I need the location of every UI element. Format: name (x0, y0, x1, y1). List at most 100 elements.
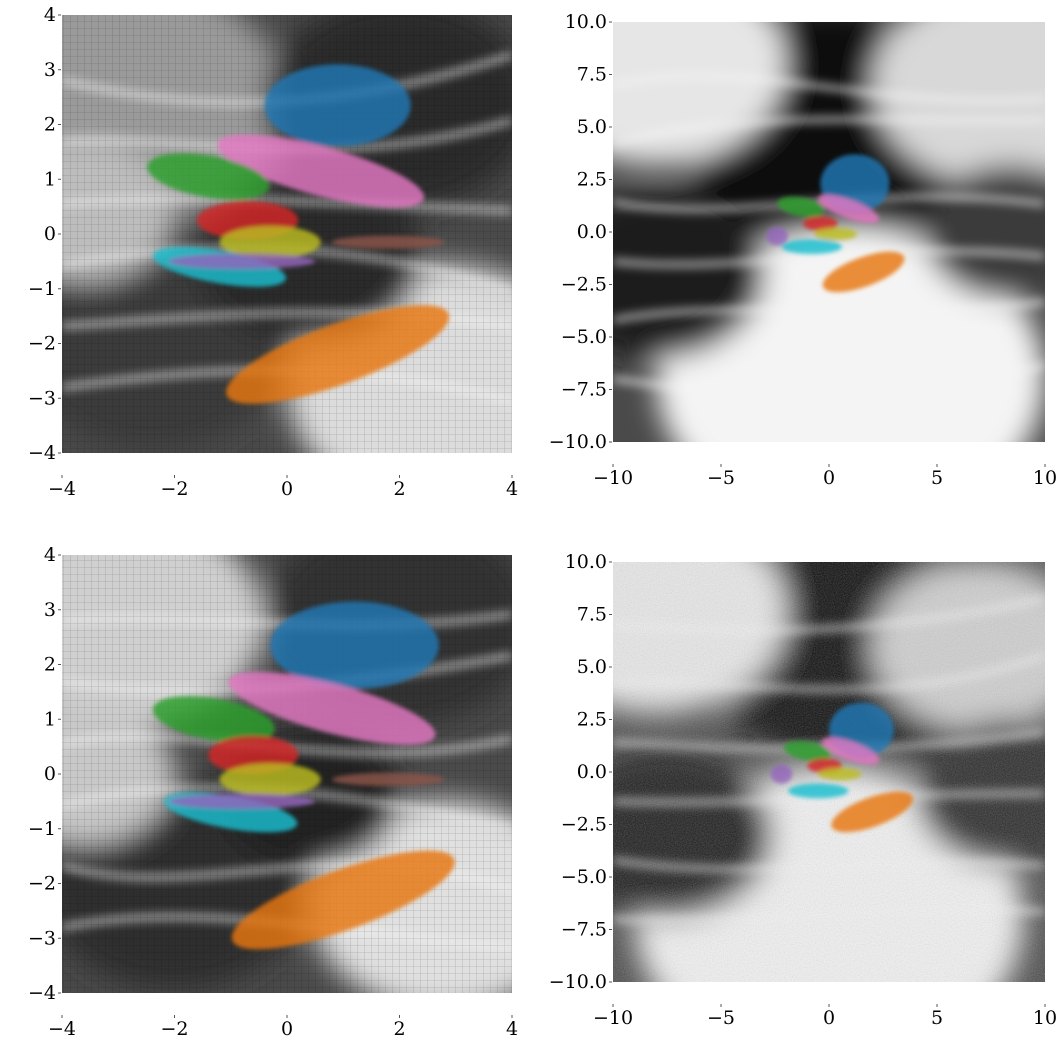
x-tick: −4 (48, 475, 76, 500)
y-tick-label: 0.0 (577, 761, 607, 783)
x-tick: −2 (160, 1015, 189, 1039)
panel-top-left: −4 −2 0 2 4 −4 −3 −2 −1 0 1 2 3 4 (28, 4, 518, 500)
cluster-layer (770, 702, 914, 833)
ridge-line-0 (613, 73, 1045, 104)
cluster-purple (766, 226, 788, 246)
y-tick-label: −7.5 (561, 919, 607, 941)
y-tick-label: −7.5 (561, 379, 607, 401)
plot-area (62, 555, 512, 993)
y-tick-label: 7.5 (577, 604, 607, 626)
panel-top-right: −10 −5 0 5 10 −10.0 −7.5 −5.0 −2.5 0.0 2.5 5.0 7.5 10… (549, 11, 1057, 489)
y-tick-label: 10.0 (565, 11, 607, 33)
x-tick-label: 0 (281, 1018, 293, 1039)
cluster-blue (270, 601, 439, 690)
y-tick: 2.5 (577, 709, 612, 731)
y-tick: −4 (28, 982, 61, 1004)
cluster-olive (818, 767, 862, 781)
y-tick: −10.0 (549, 431, 612, 453)
y-tick: −2.5 (561, 274, 612, 296)
y-tick: −2 (28, 333, 61, 355)
x-tick: 4 (506, 1015, 518, 1039)
cluster-layer (147, 64, 450, 404)
y-tick: 0.0 (577, 221, 612, 243)
x-tick: 0 (823, 1004, 835, 1029)
y-tick: 5.0 (577, 656, 612, 678)
cluster-cyan (781, 239, 842, 255)
y-tick: −1 (28, 818, 61, 840)
y-tick-label: 5.0 (577, 116, 607, 138)
x-tick-label: −5 (707, 1007, 735, 1029)
ridge-line-5 (613, 363, 1045, 397)
y-tick: −2 (28, 873, 61, 895)
x-tick: 10 (1033, 1004, 1057, 1029)
x-tick: 10 (1033, 464, 1057, 489)
y-tick: 10.0 (565, 11, 612, 33)
panel-bottom-right: −10 −5 0 5 10 −10.0 −7.5 −5.0 −2.5 0.0 2.5 5.0 7.5 10… (549, 551, 1057, 1029)
cluster-olive (813, 227, 858, 241)
x-tick-label: 4 (506, 478, 518, 500)
x-tick-label: 0 (281, 478, 293, 500)
y-tick: −2.5 (561, 814, 612, 836)
y-tick-label: 7.5 (577, 64, 607, 86)
cluster-pink (217, 134, 425, 208)
ridge-line-3 (613, 248, 1045, 268)
x-tick-label: −10 (593, 467, 633, 489)
y-tick-label: −10.0 (549, 971, 607, 993)
y-tick-label: −4 (28, 982, 56, 1004)
heatmap-cell-1 (613, 22, 786, 165)
cluster-pink (228, 671, 436, 745)
cluster-red (803, 216, 838, 231)
x-tick-label: 4 (506, 1018, 518, 1039)
y-tick: −10.0 (549, 971, 612, 993)
x-tick-label: −4 (48, 1018, 76, 1039)
y-tick-label: 3 (44, 59, 56, 81)
y-tick-label: 0 (44, 223, 56, 245)
y-tick-label: 2.5 (577, 169, 607, 191)
x-tick: −10 (593, 1004, 633, 1029)
cluster-purple (168, 253, 316, 270)
cluster-brown (332, 235, 445, 249)
x-tick-label: 5 (931, 467, 943, 489)
y-tick-label: −3 (28, 387, 56, 409)
y-tick: −3 (28, 927, 61, 949)
x-tick-label: −2 (160, 478, 188, 500)
x-tick: 0 (281, 475, 293, 500)
x-tick-label: 10 (1033, 1007, 1057, 1029)
x-tick: −10 (593, 464, 633, 489)
y-tick: 5.0 (577, 116, 612, 138)
y-tick-label: −1 (28, 818, 56, 840)
x-tick: −4 (48, 1015, 76, 1039)
x-tick: 2 (393, 475, 406, 500)
y-tick: 7.5 (577, 64, 612, 86)
cluster-green (777, 196, 825, 217)
x-tick-label: 2 (393, 478, 405, 500)
y-tick: 7.5 (577, 604, 612, 626)
x-tick: 4 (506, 475, 518, 500)
x-tick-label: 2 (393, 1018, 405, 1039)
y-tick-label: 0 (44, 763, 56, 785)
y-tick: 1 (44, 168, 61, 190)
y-tick-label: 2 (44, 114, 56, 136)
y-tick: 0.0 (577, 761, 612, 783)
y-tick-label: 4 (44, 4, 56, 26)
y-tick-label: −3 (28, 927, 56, 949)
y-tick-label: 0.0 (577, 221, 607, 243)
x-tick: 0 (281, 1015, 293, 1039)
ridge-line-1 (613, 116, 1045, 147)
y-tick-label: 1 (44, 168, 56, 190)
x-tick: −5 (707, 1004, 735, 1029)
cluster-olive (219, 763, 321, 796)
cluster-orange (831, 791, 914, 833)
x-tick: −5 (707, 464, 735, 489)
y-tick-label: 2 (44, 654, 56, 676)
y-tick-label: 10.0 (565, 551, 607, 573)
y-tick: −5.0 (561, 866, 612, 888)
y-tick-label: 5.0 (577, 656, 607, 678)
cluster-pink (817, 194, 880, 224)
cluster-cyan (787, 783, 849, 799)
plot-area (62, 15, 512, 453)
cluster-orange (822, 251, 905, 293)
y-tick-label: 2.5 (577, 709, 607, 731)
y-tick-label: −5.0 (561, 326, 607, 348)
